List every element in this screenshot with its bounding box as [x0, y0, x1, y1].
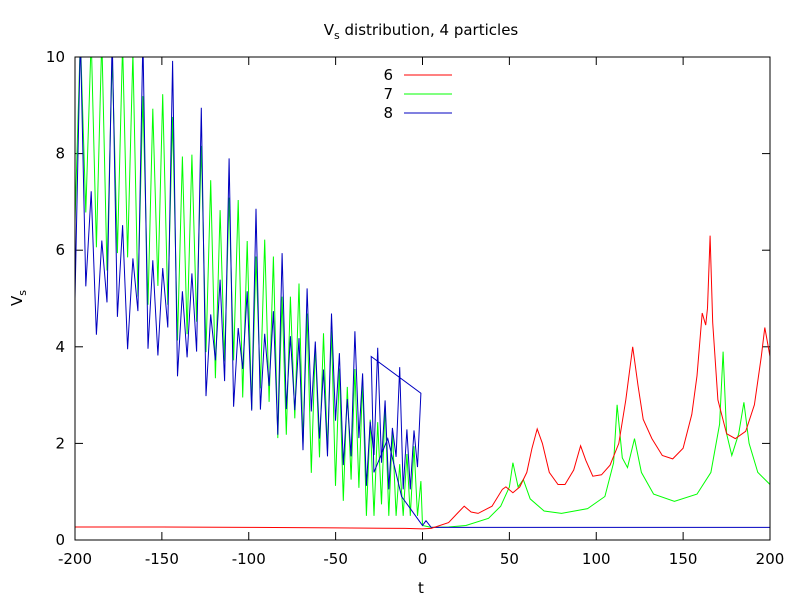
- x-tick-label: 50: [500, 550, 519, 568]
- x-tick-label: -200: [58, 550, 92, 568]
- legend-label-6: 6: [383, 66, 393, 84]
- y-tick-label: 6: [55, 241, 65, 259]
- series-line-7: [75, 57, 770, 528]
- chart-title-subscript: s: [334, 29, 340, 42]
- axis-ticks: -200 -150 -100 -50 0 50 100 150 200 0 2 4 6 8 10: [46, 48, 784, 568]
- x-tick-label: 150: [669, 550, 698, 568]
- legend-label-8: 8: [383, 104, 393, 122]
- legend-label-7: 7: [383, 85, 393, 103]
- chart-title-main: V: [324, 21, 335, 39]
- chart-title-suffix: distribution, 4 particles: [340, 21, 519, 39]
- x-tick-label: -150: [145, 550, 179, 568]
- x-tick-label: -100: [232, 550, 266, 568]
- chart-title: Vs distribution, 4 particles: [324, 21, 519, 42]
- x-tick-label: -50: [323, 550, 348, 568]
- plot-frame: [74, 56, 771, 541]
- series-layer: [75, 57, 770, 530]
- y-tick-label: 4: [55, 338, 65, 356]
- x-tick-label: 200: [756, 550, 785, 568]
- x-tick-label: 0: [418, 550, 428, 568]
- y-tick-label: 8: [55, 145, 65, 163]
- legend: 678: [383, 66, 452, 122]
- y-tick-label: 0: [55, 531, 65, 549]
- y-axis-label-main: V: [8, 295, 26, 306]
- series-line-6: [75, 235, 770, 530]
- y-axis-label: Vs: [8, 290, 29, 306]
- y-tick-label: 2: [55, 434, 65, 452]
- x-tick-label: 100: [582, 550, 611, 568]
- y-tick-label: 10: [46, 48, 65, 66]
- series-line-8: [75, 57, 770, 528]
- x-axis-label: t: [418, 579, 424, 597]
- y-axis-label-subscript: s: [16, 290, 29, 296]
